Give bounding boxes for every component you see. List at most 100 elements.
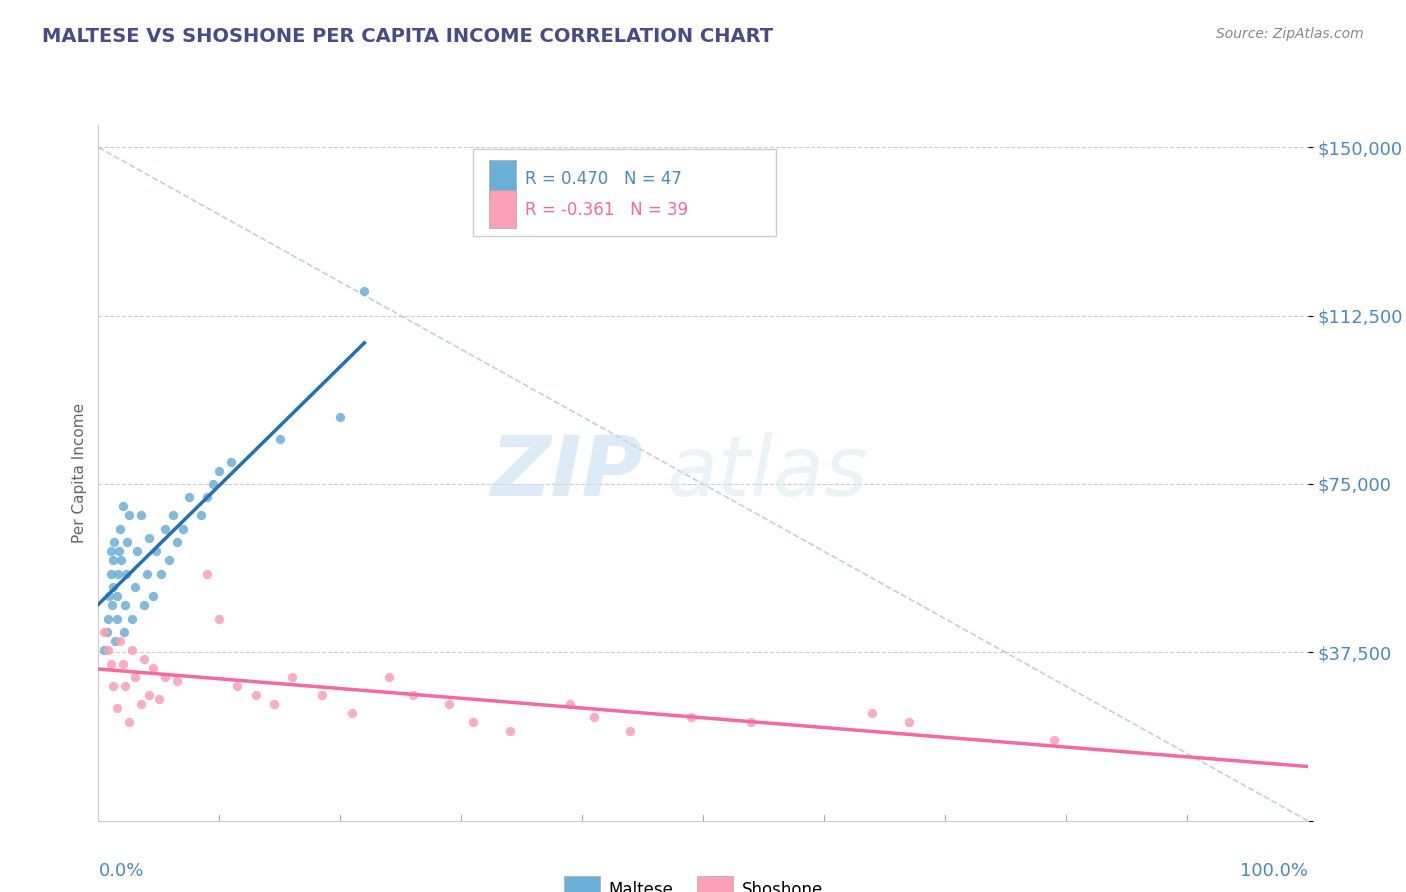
Point	[208, 463, 231, 477]
Point	[108, 634, 131, 648]
Point	[93, 625, 115, 640]
Text: ZIP: ZIP	[489, 433, 643, 513]
Point	[558, 697, 581, 711]
Point	[145, 544, 167, 558]
Point	[1042, 732, 1064, 747]
Point	[108, 544, 131, 558]
Point	[100, 544, 122, 558]
Point	[121, 612, 143, 626]
Point	[142, 589, 165, 603]
FancyBboxPatch shape	[697, 876, 734, 892]
Point	[97, 612, 120, 626]
Point	[103, 535, 125, 549]
Point	[101, 679, 124, 693]
FancyBboxPatch shape	[489, 190, 516, 227]
Text: Source: ZipAtlas.com: Source: ZipAtlas.com	[1216, 27, 1364, 41]
Point	[195, 566, 218, 581]
Text: Maltese: Maltese	[609, 881, 673, 892]
Point	[679, 710, 702, 724]
Point	[166, 535, 188, 549]
Point	[353, 284, 375, 298]
Point	[269, 432, 291, 446]
Point	[98, 589, 121, 603]
Point	[342, 706, 364, 720]
Text: 100.0%: 100.0%	[1240, 863, 1308, 880]
Point	[97, 643, 120, 657]
Point	[114, 598, 136, 612]
Point	[134, 652, 156, 666]
Point	[138, 688, 160, 702]
Point	[96, 625, 118, 640]
Point	[93, 643, 115, 657]
Point	[153, 670, 176, 684]
Point	[208, 612, 231, 626]
Point	[100, 657, 122, 671]
Point	[897, 714, 920, 729]
Point	[157, 553, 180, 567]
Point	[105, 589, 128, 603]
Text: Shoshone: Shoshone	[742, 881, 823, 892]
Point	[226, 679, 249, 693]
Point	[124, 670, 146, 684]
FancyBboxPatch shape	[489, 160, 516, 198]
Point	[105, 701, 128, 715]
Text: MALTESE VS SHOSHONE PER CAPITA INCOME CORRELATION CHART: MALTESE VS SHOSHONE PER CAPITA INCOME CO…	[42, 27, 773, 45]
Point	[166, 674, 188, 689]
Point	[150, 566, 173, 581]
FancyBboxPatch shape	[474, 149, 776, 236]
Point	[118, 508, 141, 523]
FancyBboxPatch shape	[564, 876, 600, 892]
Point	[135, 566, 157, 581]
Point	[111, 500, 134, 514]
Point	[281, 670, 304, 684]
Point	[127, 544, 149, 558]
Point	[100, 598, 122, 612]
Point	[148, 692, 170, 706]
Point	[117, 535, 139, 549]
Point	[860, 706, 883, 720]
Point	[129, 508, 152, 523]
Text: 0.0%: 0.0%	[98, 863, 143, 880]
Point	[263, 697, 285, 711]
Point	[740, 714, 762, 729]
Point	[108, 522, 131, 536]
Point	[377, 670, 399, 684]
Point	[142, 661, 165, 675]
Point	[195, 491, 218, 505]
Point	[100, 566, 122, 581]
Point	[105, 612, 128, 626]
Point	[138, 531, 160, 545]
Point	[104, 634, 127, 648]
Point	[221, 454, 243, 468]
Point	[101, 553, 124, 567]
Point	[177, 491, 201, 505]
Point	[129, 697, 152, 711]
Text: atlas: atlas	[666, 433, 869, 513]
Y-axis label: Per Capita Income: Per Capita Income	[72, 402, 87, 543]
Point	[121, 643, 143, 657]
Point	[124, 580, 146, 594]
Point	[202, 477, 225, 491]
Point	[245, 688, 267, 702]
Point	[110, 553, 132, 567]
Point	[107, 566, 129, 581]
Point	[583, 710, 606, 724]
Point	[190, 508, 212, 523]
Point	[111, 657, 134, 671]
Text: R = 0.470   N = 47: R = 0.470 N = 47	[526, 170, 682, 188]
Point	[115, 566, 138, 581]
Text: R = -0.361   N = 39: R = -0.361 N = 39	[526, 201, 689, 219]
Point	[101, 580, 124, 594]
Point	[619, 723, 641, 738]
Point	[153, 522, 176, 536]
Point	[134, 598, 156, 612]
Point	[498, 723, 520, 738]
Point	[311, 688, 333, 702]
Point	[329, 409, 352, 424]
Point	[402, 688, 425, 702]
Point	[463, 714, 485, 729]
Point	[437, 697, 460, 711]
Point	[112, 625, 135, 640]
Point	[118, 714, 141, 729]
Point	[172, 522, 194, 536]
